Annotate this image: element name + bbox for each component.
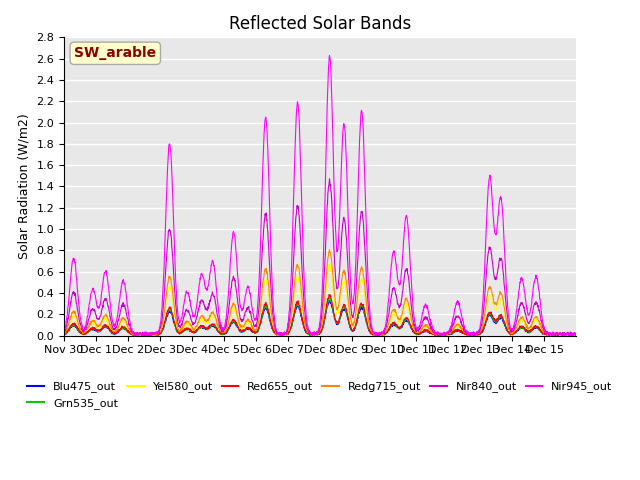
- Nir945_out: [326, 53, 333, 59]
- Redg715_out: [297, 282, 305, 288]
- Yel580_out: [140, 331, 148, 337]
- Grn535_out: [326, 294, 333, 300]
- Yel580_out: [572, 331, 580, 337]
- Nir945_out: [572, 332, 580, 338]
- Text: SW_arable: SW_arable: [74, 46, 156, 60]
- Red655_out: [516, 324, 524, 330]
- Nir945_out: [307, 330, 314, 336]
- Line: Redg715_out: Redg715_out: [64, 250, 576, 336]
- Nir840_out: [297, 234, 305, 240]
- Grn535_out: [307, 332, 314, 337]
- Redg715_out: [441, 331, 449, 336]
- Nir945_out: [60, 328, 68, 334]
- Yel580_out: [566, 331, 574, 336]
- Yel580_out: [60, 330, 68, 336]
- Grn535_out: [516, 324, 524, 329]
- Grn535_out: [572, 333, 580, 338]
- Red655_out: [441, 332, 449, 337]
- Grn535_out: [297, 308, 305, 313]
- Grn535_out: [433, 333, 441, 338]
- Line: Nir945_out: Nir945_out: [64, 56, 576, 336]
- Yel580_out: [297, 289, 305, 295]
- Yel580_out: [307, 332, 314, 337]
- Grn535_out: [441, 331, 449, 337]
- Blu475_out: [572, 332, 580, 338]
- Nir945_out: [566, 330, 574, 336]
- Nir945_out: [441, 332, 449, 337]
- Line: Red655_out: Red655_out: [64, 295, 576, 336]
- Red655_out: [565, 333, 573, 338]
- Yel580_out: [561, 333, 569, 338]
- Legend: Blu475_out, Grn535_out, Yel580_out, Red655_out, Redg715_out, Nir840_out, Nir945_: Blu475_out, Grn535_out, Yel580_out, Red6…: [23, 377, 617, 413]
- Blu475_out: [140, 331, 148, 336]
- Redg715_out: [566, 331, 574, 337]
- Blu475_out: [516, 326, 524, 332]
- Nir840_out: [572, 332, 580, 338]
- Nir945_out: [297, 156, 305, 161]
- Blu475_out: [60, 332, 68, 337]
- Blu475_out: [566, 331, 574, 336]
- Blu475_out: [441, 331, 449, 337]
- Blu475_out: [297, 311, 305, 316]
- Nir840_out: [516, 302, 524, 308]
- Grn535_out: [140, 331, 148, 337]
- Redg715_out: [307, 330, 314, 336]
- Redg715_out: [277, 333, 285, 338]
- Red655_out: [60, 332, 68, 338]
- Redg715_out: [60, 329, 68, 335]
- Nir945_out: [140, 330, 148, 336]
- Grn535_out: [60, 331, 68, 336]
- Line: Yel580_out: Yel580_out: [64, 264, 576, 336]
- Y-axis label: Solar Radiation (W/m2): Solar Radiation (W/m2): [18, 114, 31, 259]
- Line: Grn535_out: Grn535_out: [64, 297, 576, 336]
- Red655_out: [140, 331, 148, 337]
- Red655_out: [307, 332, 314, 338]
- Nir840_out: [373, 333, 381, 338]
- Title: Reflected Solar Bands: Reflected Solar Bands: [229, 15, 411, 33]
- Red655_out: [297, 307, 305, 312]
- Blu475_out: [373, 333, 381, 338]
- Blu475_out: [307, 331, 314, 337]
- Line: Blu475_out: Blu475_out: [64, 300, 576, 336]
- Grn535_out: [566, 331, 574, 337]
- Red655_out: [566, 332, 574, 338]
- Nir840_out: [441, 330, 449, 336]
- Yel580_out: [516, 319, 524, 325]
- Nir840_out: [326, 176, 333, 181]
- Redg715_out: [572, 331, 580, 337]
- Nir840_out: [566, 330, 574, 336]
- Line: Nir840_out: Nir840_out: [64, 179, 576, 336]
- Red655_out: [572, 332, 580, 337]
- Nir945_out: [516, 282, 524, 288]
- Nir840_out: [140, 330, 148, 336]
- Redg715_out: [326, 247, 333, 252]
- Nir840_out: [60, 330, 68, 336]
- Yel580_out: [325, 261, 333, 267]
- Red655_out: [325, 292, 333, 298]
- Nir840_out: [307, 330, 314, 336]
- Nir945_out: [555, 333, 563, 338]
- Redg715_out: [140, 331, 148, 337]
- Redg715_out: [516, 317, 524, 323]
- Yel580_out: [441, 332, 449, 337]
- Blu475_out: [326, 298, 333, 303]
